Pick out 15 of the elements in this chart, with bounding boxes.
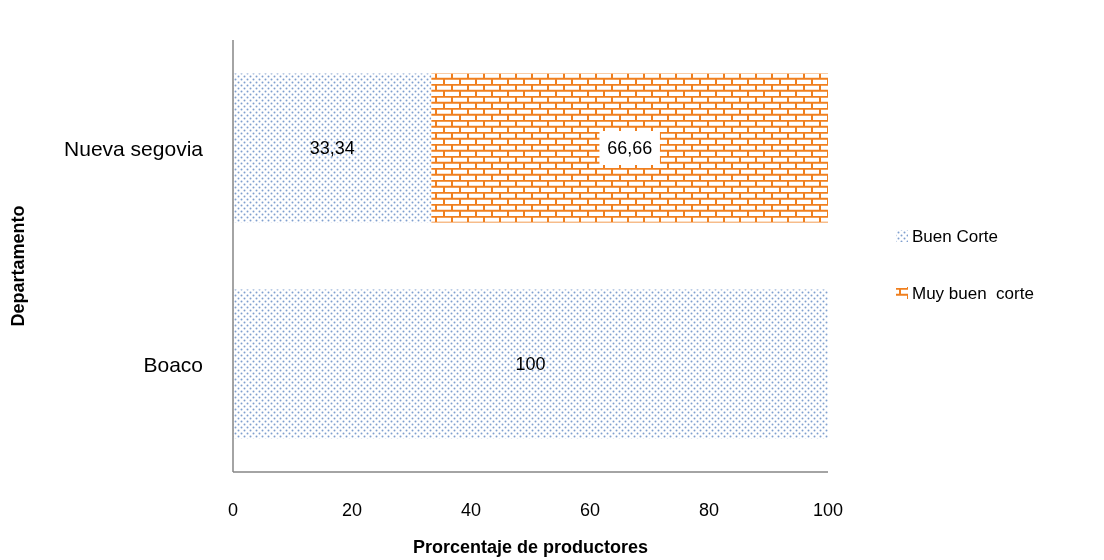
- data-label: 33,34: [309, 138, 355, 158]
- data-label: 100: [515, 354, 546, 374]
- legend-label: Buen Corte: [912, 226, 998, 246]
- x-tick-label: 100: [812, 500, 844, 520]
- x-tick-label: 40: [460, 500, 482, 520]
- x-tick-label: 20: [341, 500, 363, 520]
- data-label: 66,66: [607, 138, 653, 158]
- x-tick-label: 0: [227, 500, 239, 520]
- x-tick-label: 80: [698, 500, 720, 520]
- y-tick-label: Nueva segovia: [64, 136, 204, 160]
- x-axis-title: Prorcentaje de productores: [412, 537, 649, 557]
- legend-label: Muy buen corte: [912, 283, 1034, 303]
- y-tick-label: Boaco: [143, 352, 203, 376]
- x-tick-label: 60: [579, 500, 601, 520]
- y-axis-title: Departamento: [8, 205, 28, 327]
